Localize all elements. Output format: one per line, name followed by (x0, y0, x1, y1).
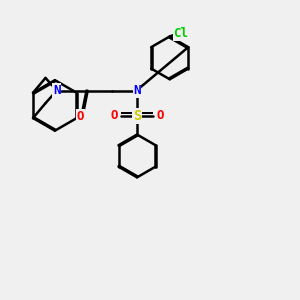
Text: O: O (77, 110, 84, 123)
Text: N: N (53, 84, 61, 97)
Text: Cl: Cl (173, 27, 188, 40)
Text: S: S (133, 109, 141, 123)
Text: O: O (156, 109, 164, 122)
Text: O: O (110, 109, 118, 122)
Text: N: N (133, 84, 141, 97)
